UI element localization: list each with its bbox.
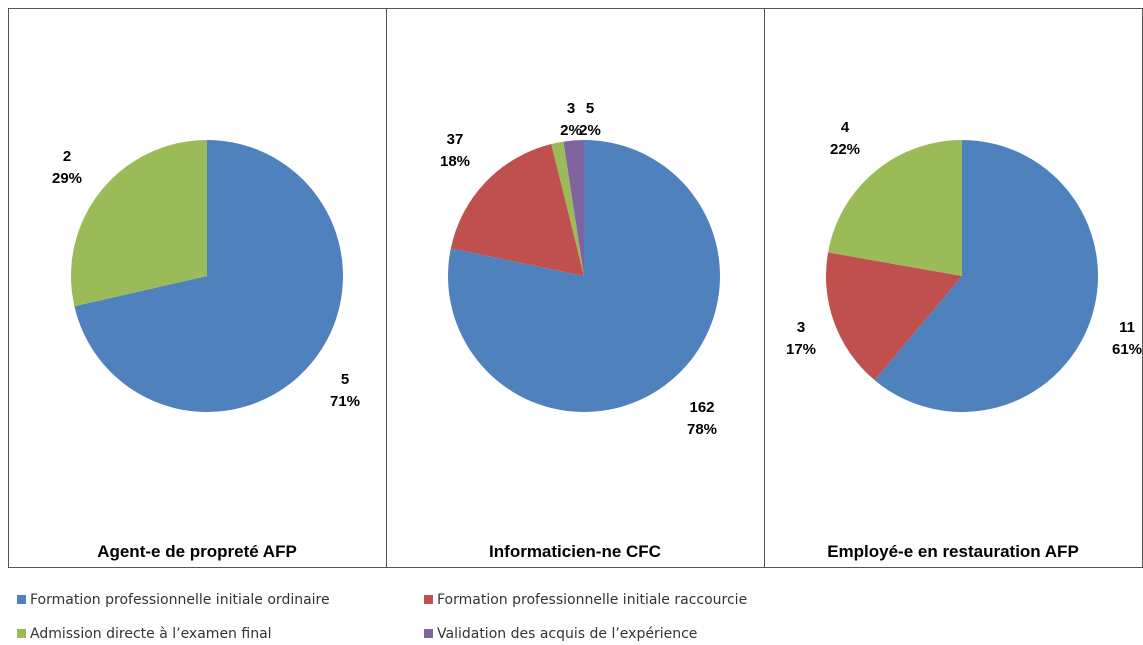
percent-label: 2% bbox=[579, 122, 601, 139]
legend-swatch bbox=[17, 629, 26, 638]
value-label: 11 bbox=[1119, 319, 1135, 336]
value-label: 4 bbox=[841, 119, 850, 136]
panel-title: Employé-e en restauration AFP bbox=[827, 542, 1079, 561]
pie-slice bbox=[828, 140, 962, 276]
legend-label: Formation professionnelle initiale ordin… bbox=[30, 592, 330, 608]
value-label: 3 bbox=[797, 319, 805, 336]
legend-label: Formation professionnelle initiale racco… bbox=[437, 592, 747, 608]
value-label: 37 bbox=[447, 131, 464, 148]
legend-swatch bbox=[424, 629, 433, 638]
value-label: 162 bbox=[689, 399, 714, 416]
legend-label: Admission directe à l’examen final bbox=[30, 626, 272, 642]
value-label: 5 bbox=[341, 371, 349, 388]
pie-slice bbox=[551, 141, 584, 276]
panel-title: Agent-e de propreté AFP bbox=[97, 542, 297, 561]
panel-title: Informaticien-ne CFC bbox=[489, 542, 661, 561]
percent-label: 71% bbox=[330, 393, 360, 410]
legend-swatch bbox=[424, 595, 433, 604]
percent-label: 18% bbox=[440, 153, 470, 170]
percent-label: 29% bbox=[52, 170, 82, 187]
percent-label: 78% bbox=[687, 421, 717, 438]
percent-label: 61% bbox=[1112, 341, 1142, 358]
pie-slice bbox=[874, 140, 1098, 412]
percent-label: 22% bbox=[830, 141, 860, 158]
pie-slice bbox=[450, 143, 584, 276]
pie-slice bbox=[826, 252, 962, 381]
pie-slice bbox=[71, 140, 207, 307]
legend-swatch bbox=[17, 595, 26, 604]
pie-slice bbox=[74, 140, 344, 412]
legend-label: Validation des acquis de l’expérience bbox=[437, 626, 697, 642]
percent-label: 2% bbox=[560, 122, 582, 139]
percent-label: 17% bbox=[786, 341, 816, 358]
value-label: 3 bbox=[567, 100, 575, 117]
value-label: 5 bbox=[586, 100, 594, 117]
value-label: 2 bbox=[63, 148, 71, 165]
pie-slice bbox=[563, 140, 584, 276]
